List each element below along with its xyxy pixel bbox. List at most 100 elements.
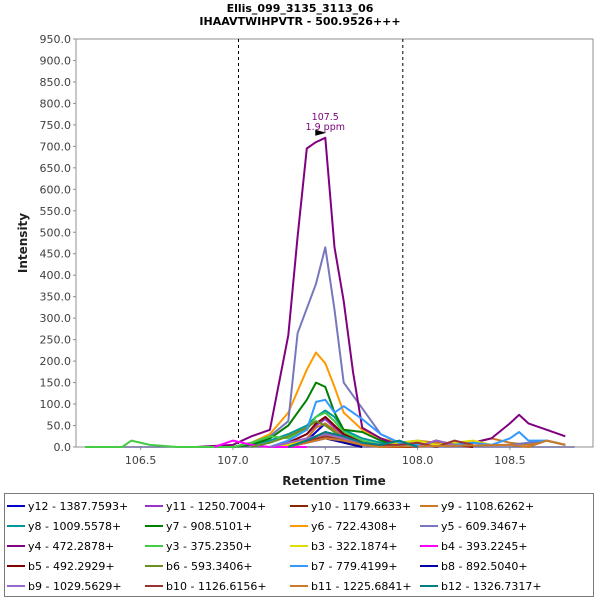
series-line: [287, 431, 418, 448]
y-tick-label: 800.0: [40, 97, 72, 110]
x-tick-label: 107.5: [310, 454, 342, 467]
peak-annotation: 107.5 1.9 ppm: [306, 112, 345, 136]
chart-title: Ellis_099_3135_3113_06: [227, 2, 374, 15]
legend-swatch: [420, 505, 438, 507]
legend-item: b8 - 892.5040+: [420, 559, 528, 573]
legend-label: y11 - 1250.7004+: [166, 499, 267, 513]
legend-item: b3 - 322.1874+: [290, 539, 398, 553]
y-tick-label: 300.0: [40, 312, 72, 325]
series-line: [195, 136, 566, 448]
legend-item: b6 - 593.3406+: [145, 559, 253, 573]
legend-item: y4 - 472.2878+: [7, 539, 114, 553]
x-tick-label: 107.0: [217, 454, 249, 467]
legend-label: b12 - 1326.7317+: [441, 579, 542, 593]
y-tick-label: 650.0: [40, 162, 72, 175]
x-tick-label: 108.0: [402, 454, 434, 467]
legend-swatch: [7, 525, 25, 527]
legend-item: y6 - 722.4308+: [290, 519, 397, 533]
legend-label: y3 - 375.2350+: [166, 539, 253, 553]
y-tick-label: 200.0: [40, 355, 72, 368]
legend-item: y7 - 908.5101+: [145, 519, 252, 533]
y-tick-label: 350.0: [40, 291, 72, 304]
legend-item: y3 - 375.2350+: [145, 539, 252, 553]
legend-item: b7 - 779.4199+: [290, 559, 398, 573]
legend-label: y9 - 1108.6262+: [441, 499, 535, 513]
chart-subtitle: IHAAVTWIHPVTR - 500.9526+++: [199, 15, 400, 28]
legend-item: b5 - 492.2929+: [7, 559, 115, 573]
y-tick-label: 950.0: [40, 33, 72, 46]
legend-swatch: [290, 585, 308, 587]
legend-swatch: [7, 505, 25, 507]
legend-item: b12 - 1326.7317+: [420, 579, 542, 593]
legend-swatch: [7, 585, 25, 587]
peak-marker-icon: [315, 129, 327, 136]
legend-swatch: [290, 525, 308, 527]
legend-label: y8 - 1009.5578+: [28, 519, 122, 533]
chart-legend: y12 - 1387.7593+ y11 - 1250.7004+ y10 - 11…: [4, 493, 594, 597]
legend-label: y5 - 609.3467+: [441, 519, 528, 533]
legend-item: y8 - 1009.5578+: [7, 519, 121, 533]
x-tick-label: 106.5: [125, 454, 157, 467]
peak-rt-label: 107.5: [312, 112, 339, 123]
legend-label: y12 - 1387.7593+: [28, 499, 129, 513]
legend-item: b10 - 1126.6156+: [145, 579, 267, 593]
legend-label: y4 - 472.2878+: [28, 539, 115, 553]
y-tick-label: 750.0: [40, 119, 72, 132]
peak-boundaries: [237, 39, 404, 447]
series-line: [232, 381, 400, 448]
series-line: [232, 409, 418, 448]
x-axis-label: Retention Time: [282, 474, 386, 488]
legend-swatch: [145, 565, 163, 567]
legend-swatch: [145, 505, 163, 507]
y-tick-label: 400.0: [40, 269, 72, 282]
legend-item: y5 - 609.3467+: [420, 519, 527, 533]
legend-item: y11 - 1250.7004+: [145, 499, 266, 513]
legend-item: y12 - 1387.7593+: [7, 499, 128, 513]
y-axis: 0.0 50.0 100.0 150.0 200.0 250.0 300.0 350.0 400…: [40, 33, 76, 454]
series-lines: [85, 136, 575, 448]
y-tick-label: 250.0: [40, 334, 72, 347]
peak-ppm-label: 1.9 ppm: [306, 122, 345, 133]
legend-item: b11 - 1225.6841+: [290, 579, 412, 593]
legend-swatch: [420, 545, 438, 547]
y-tick-label: 700.0: [40, 140, 72, 153]
legend-label: b11 - 1225.6841+: [311, 579, 412, 593]
legend-label: y10 - 1179.6633+: [311, 499, 412, 513]
legend-swatch: [145, 525, 163, 527]
x-tick-label: 108.5: [494, 454, 526, 467]
legend-swatch: [7, 545, 25, 547]
legend-swatch: [290, 565, 308, 567]
chromatogram-chart: Ellis_099_3135_3113_06 IHAAVTWIHPVTR - 5…: [16, 2, 594, 488]
legend-label: b5 - 492.2929+: [28, 559, 115, 573]
y-tick-label: 50.0: [47, 420, 72, 433]
legend-label: y6 - 722.4308+: [311, 519, 398, 533]
legend-swatch: [145, 585, 163, 587]
legend-item: b9 - 1029.5629+: [7, 579, 122, 593]
legend-label: b8 - 892.5040+: [441, 559, 528, 573]
y-tick-label: 850.0: [40, 76, 72, 89]
legend-item: b4 - 393.2245+: [420, 539, 528, 553]
legend-swatch: [7, 565, 25, 567]
legend-label: y7 - 908.5101+: [166, 519, 253, 533]
x-axis: 106.5 107.0 107.5 108.0 108.5: [125, 447, 526, 467]
legend-item: y9 - 1108.6262+: [420, 499, 534, 513]
y-tick-label: 150.0: [40, 377, 72, 390]
legend-swatch: [290, 545, 308, 547]
legend-label: b7 - 779.4199+: [311, 559, 398, 573]
legend-swatch: [420, 525, 438, 527]
y-tick-label: 450.0: [40, 248, 72, 261]
legend-item: y10 - 1179.6633+: [290, 499, 411, 513]
series-line: [288, 437, 566, 448]
legend-label: b10 - 1126.6156+: [166, 579, 267, 593]
legend-label: b6 - 593.3406+: [166, 559, 253, 573]
y-axis-label: Intensity: [16, 213, 30, 273]
legend-label: b4 - 393.2245+: [441, 539, 528, 553]
legend-swatch: [145, 545, 163, 547]
legend-swatch: [420, 565, 438, 567]
y-tick-label: 500.0: [40, 226, 72, 239]
legend-swatch: [290, 505, 308, 507]
y-tick-label: 0.0: [54, 441, 72, 454]
legend-label: b3 - 322.1874+: [311, 539, 398, 553]
y-tick-label: 100.0: [40, 398, 72, 411]
y-tick-label: 900.0: [40, 54, 72, 67]
